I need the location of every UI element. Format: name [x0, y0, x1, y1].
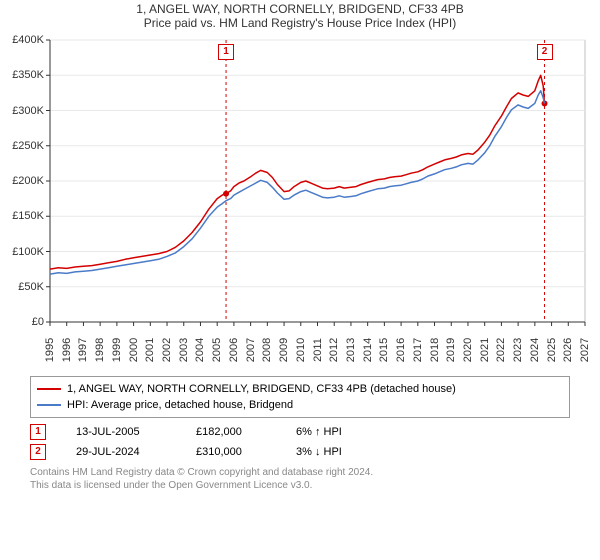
y-axis-tick: £300K	[4, 105, 44, 117]
x-axis-tick: 2005	[211, 338, 223, 362]
legend-swatch	[37, 388, 61, 390]
x-axis-tick: 2018	[429, 338, 441, 362]
legend-swatch	[37, 404, 61, 406]
x-axis-tick: 2010	[295, 338, 307, 362]
x-axis-tick: 2004	[194, 338, 206, 362]
y-axis-tick: £200K	[4, 175, 44, 187]
y-axis-tick: £250K	[4, 140, 44, 152]
x-axis-tick: 2016	[395, 338, 407, 362]
x-axis-tick: 2025	[546, 338, 558, 362]
transaction-row: 1 13-JUL-2005 £182,000 6% ↑ HPI	[30, 422, 570, 442]
x-axis-tick: 1998	[94, 338, 106, 362]
chart-marker: 2	[537, 44, 553, 60]
y-axis-tick: £150K	[4, 210, 44, 222]
x-axis-tick: 2026	[562, 338, 574, 362]
chart-title: 1, ANGEL WAY, NORTH CORNELLY, BRIDGEND, …	[0, 2, 600, 16]
x-axis-tick: 2023	[512, 338, 524, 362]
x-axis-tick: 1996	[61, 338, 73, 362]
legend-item: HPI: Average price, detached house, Brid…	[37, 397, 563, 413]
transaction-marker: 1	[30, 424, 46, 440]
x-axis-tick: 2007	[245, 338, 257, 362]
chart-marker: 1	[218, 44, 234, 60]
transaction-price: £310,000	[196, 442, 266, 462]
x-axis-tick: 2013	[345, 338, 357, 362]
x-axis-tick: 2015	[378, 338, 390, 362]
y-axis-tick: £100K	[4, 246, 44, 258]
transaction-marker: 2	[30, 444, 46, 460]
x-axis-tick: 2022	[495, 338, 507, 362]
x-axis-tick: 1999	[111, 338, 123, 362]
x-axis-tick: 2011	[312, 338, 324, 362]
y-axis-tick: £350K	[4, 69, 44, 81]
legend-item: 1, ANGEL WAY, NORTH CORNELLY, BRIDGEND, …	[37, 381, 563, 397]
footer-line: This data is licensed under the Open Gov…	[30, 479, 570, 492]
footer-line: Contains HM Land Registry data © Crown c…	[30, 466, 570, 479]
x-axis-tick: 2006	[228, 338, 240, 362]
legend: 1, ANGEL WAY, NORTH CORNELLY, BRIDGEND, …	[30, 376, 570, 418]
chart-subtitle: Price paid vs. HM Land Registry's House …	[0, 16, 600, 30]
x-axis-tick: 1995	[44, 338, 56, 362]
x-axis-tick: 2027	[579, 338, 591, 362]
x-axis-tick: 2019	[445, 338, 457, 362]
transaction-row: 2 29-JUL-2024 £310,000 3% ↓ HPI	[30, 442, 570, 462]
footer-attribution: Contains HM Land Registry data © Crown c…	[30, 466, 570, 492]
x-axis-tick: 2003	[178, 338, 190, 362]
x-axis-tick: 2008	[261, 338, 273, 362]
x-axis-tick: 2024	[529, 338, 541, 362]
transaction-delta: 6% ↑ HPI	[296, 422, 386, 442]
transaction-date: 13-JUL-2005	[76, 422, 166, 442]
transaction-date: 29-JUL-2024	[76, 442, 166, 462]
legend-label: 1, ANGEL WAY, NORTH CORNELLY, BRIDGEND, …	[67, 381, 456, 397]
legend-label: HPI: Average price, detached house, Brid…	[67, 397, 293, 413]
y-axis-tick: £0	[4, 316, 44, 328]
x-axis-tick: 2020	[462, 338, 474, 362]
x-axis-tick: 2002	[161, 338, 173, 362]
x-axis-tick: 1997	[77, 338, 89, 362]
x-axis-tick: 2014	[362, 338, 374, 362]
price-chart: £0£50K£100K£150K£200K£250K£300K£350K£400…	[0, 38, 600, 372]
x-axis-tick: 2009	[278, 338, 290, 362]
transaction-delta: 3% ↓ HPI	[296, 442, 386, 462]
y-axis-tick: £50K	[4, 281, 44, 293]
x-axis-tick: 2001	[144, 338, 156, 362]
x-axis-tick: 2000	[128, 338, 140, 362]
x-axis-tick: 2021	[479, 338, 491, 362]
y-axis-tick: £400K	[4, 34, 44, 46]
x-axis-tick: 2017	[412, 338, 424, 362]
x-axis-tick: 2012	[328, 338, 340, 362]
transaction-table: 1 13-JUL-2005 £182,000 6% ↑ HPI 2 29-JUL-2024…	[30, 422, 570, 462]
transaction-price: £182,000	[196, 422, 266, 442]
